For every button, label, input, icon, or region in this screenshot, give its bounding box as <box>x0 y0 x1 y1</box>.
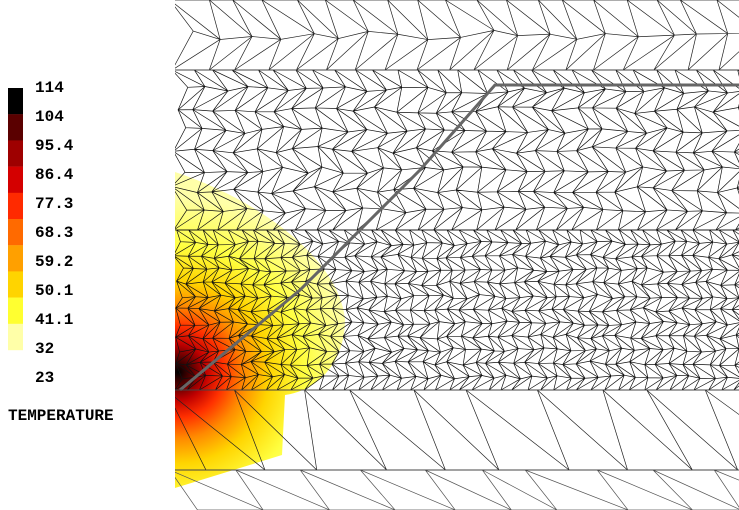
mesh-region <box>175 69 739 231</box>
legend: 114 104 95.4 86.4 77.3 68.3 59.2 50.1 41.1 32 23 <box>8 79 74 387</box>
legend-label: 41.1 <box>35 311 73 329</box>
legend-label: 59.2 <box>35 253 73 271</box>
field <box>175 172 345 488</box>
color-swatch <box>8 88 23 115</box>
boundaries <box>175 69 739 471</box>
mesh-region <box>175 0 739 71</box>
legend-label: 23 <box>35 369 54 387</box>
legend-label: 104 <box>35 108 64 126</box>
temperature-field <box>175 172 345 488</box>
color-swatch <box>8 323 23 351</box>
color-swatch <box>8 192 23 220</box>
legend-title: TEMPERATURE <box>8 407 114 425</box>
legend-label: 114 <box>35 79 64 97</box>
legend-label: 68.3 <box>35 224 73 242</box>
legend-label: 77.3 <box>35 195 73 213</box>
legend-label: 50.1 <box>35 282 73 300</box>
color-swatch <box>8 166 23 193</box>
color-swatch <box>8 271 23 298</box>
color-swatch <box>8 219 23 246</box>
legend-label: 95.4 <box>35 137 74 155</box>
color-swatch <box>8 297 23 324</box>
mesh-region <box>175 229 739 391</box>
legend-label: 32 <box>35 340 54 358</box>
color-swatch <box>8 114 23 141</box>
color-swatch <box>8 140 23 167</box>
color-swatch <box>8 245 23 272</box>
mesh-region <box>175 469 739 510</box>
legend-label: 86.4 <box>35 166 74 184</box>
